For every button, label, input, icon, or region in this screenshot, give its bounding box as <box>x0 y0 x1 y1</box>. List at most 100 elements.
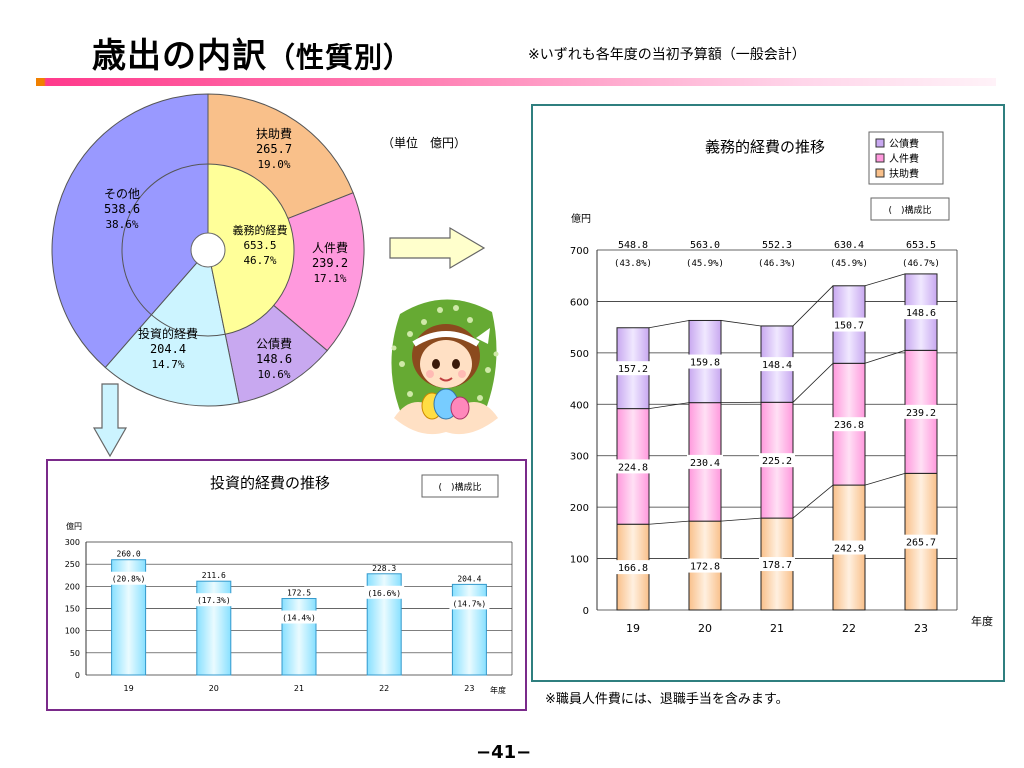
y-tick-600: 600 <box>570 297 589 308</box>
inv-x-tick-23: 23 <box>464 684 474 693</box>
investment-labels: 260.0 (20.8%) 19 211.6 (17.3%) 20 172.5 (14.4%)… <box>108 550 490 693</box>
label-bg-kosai-23 <box>903 305 939 320</box>
right-arrow-icon <box>389 226 486 270</box>
total-label-21: 552.3 <box>762 240 792 251</box>
value-label-jinken-21: 225.2 <box>762 456 792 467</box>
label-bg-fusuke-20 <box>687 558 723 573</box>
pie-label-name-sonota: その他 <box>104 187 140 201</box>
inv-x-tick-21: 21 <box>294 684 304 693</box>
inv-y-tick-100: 100 <box>65 627 80 636</box>
investment-expense-chart: 投資的経費の推移 ( )構成比 億円 年度 0 50 100 150 200 250 300… <box>65 474 513 695</box>
value-label-jinken-19: 224.8 <box>618 462 648 473</box>
pie-label-value-sonota: 538.6 <box>104 202 140 216</box>
inv-y-tick-50: 50 <box>70 649 80 658</box>
page-title: 歳出の内訳（性質別） <box>92 28 412 77</box>
label-bg-fusuke-23 <box>903 534 939 549</box>
total-label-19: 548.8 <box>618 240 648 251</box>
inv-share-bg-19 <box>108 571 149 585</box>
label-bg-fusuke-19 <box>615 560 651 575</box>
value-label-kosai-21: 148.4 <box>762 360 792 371</box>
pie-slice-gimu <box>207 163 295 335</box>
inv-share-label-20: (17.3%) <box>197 596 231 605</box>
connector-jinken-3 <box>864 349 906 364</box>
mandatory-expense-panel: 義務的経費の推移 公債費 人件費 扶助費 ( )構成比 億円 年度 0 100 20… <box>531 104 1005 682</box>
share-label-21: (46.3%) <box>758 259 796 269</box>
y-tick-0: 0 <box>583 606 589 617</box>
pie-label-value-fusuke: 265.7 <box>256 142 292 156</box>
connector-kosai-0 <box>648 320 690 329</box>
inv-share-bg-20 <box>193 593 234 607</box>
share-label-20: (45.9%) <box>686 259 724 269</box>
value-label-jinken-20: 230.4 <box>690 458 720 469</box>
label-bg-fusuke-22 <box>831 540 867 555</box>
connector-kosai-1 <box>720 320 762 327</box>
label-bg-jinken-19 <box>615 459 651 474</box>
inv-y-tick-250: 250 <box>65 560 80 569</box>
investment-ratio-legend-box <box>421 474 499 498</box>
legend-item-fusuke: 扶助費 <box>889 167 919 180</box>
inv-x-tick-20: 20 <box>209 684 219 693</box>
connector-kosai-2 <box>792 285 834 327</box>
label-bg-jinken-22 <box>831 417 867 432</box>
inv-share-bg-23 <box>449 596 490 610</box>
x-tick-23: 23 <box>914 622 928 635</box>
girl-mascot-icon <box>391 299 499 435</box>
connector-kosai-3 <box>864 273 906 287</box>
inv-x-tick-19: 19 <box>124 684 134 693</box>
mandatory-xlabel: 年度 <box>971 614 993 628</box>
inv-y-tick-200: 200 <box>65 582 80 591</box>
label-bg-jinken-20 <box>687 454 723 469</box>
pie-center-hole <box>190 232 226 268</box>
legend-swatch-fusuke <box>875 168 885 178</box>
x-tick-20: 20 <box>698 622 712 635</box>
inv-y-tick-150: 150 <box>65 605 80 614</box>
pie-label-name-gimu: 義務的経費 <box>233 223 288 237</box>
subtitle-note: ※いずれも各年度の当初予算額（一般会計） <box>528 47 806 63</box>
inv-y-tick-300: 300 <box>65 538 80 547</box>
pie-label-name-toushi: 投資的経費 <box>138 326 198 341</box>
value-label-kosai-19: 157.2 <box>618 364 648 375</box>
inv-value-label-23: 204.4 <box>457 574 481 583</box>
pie-label-share-fusuke: 19.0% <box>257 158 290 171</box>
inv-bar-21 <box>281 598 317 676</box>
inv-share-bg-21 <box>279 610 319 624</box>
inv-value-label-22: 228.3 <box>372 564 396 573</box>
pie-label-name-kosai: 公債費 <box>256 336 292 351</box>
investment-ylabel: 億円 <box>66 521 82 531</box>
label-bg-jinken-23 <box>903 404 939 419</box>
inv-share-label-21: (14.4%) <box>282 614 316 623</box>
pie-label-share-sonota: 38.6% <box>105 218 138 231</box>
investment-ratio-legend: ( )構成比 <box>438 481 481 493</box>
share-label-19: (43.8%) <box>614 259 652 269</box>
mandatory-labels: 166.8 224.8 157.2 548.8 (43.8%) 19 172.8 230.4 1… <box>614 240 940 635</box>
y-tick-100: 100 <box>570 555 589 566</box>
connector-fusuke-0 <box>648 520 690 525</box>
page-number: −41− <box>476 742 532 763</box>
connector-fusuke-2 <box>792 484 834 519</box>
page-title-main: 歳出の内訳 <box>92 36 267 76</box>
label-bg-fusuke-21 <box>759 557 795 572</box>
value-label-kosai-23: 148.6 <box>906 308 936 319</box>
label-bg-kosai-21 <box>759 357 795 372</box>
value-label-jinken-22: 236.8 <box>834 420 864 431</box>
inv-share-label-23: (14.7%) <box>453 599 487 608</box>
inv-value-label-21: 172.5 <box>287 589 311 598</box>
share-label-23: (46.7%) <box>902 259 940 269</box>
pie-label-name-jinken: 人件費 <box>312 240 348 255</box>
y-tick-500: 500 <box>570 349 589 360</box>
x-tick-21: 21 <box>770 622 784 635</box>
pie-label-value-kosai: 148.6 <box>256 352 292 366</box>
inv-y-tick-0: 0 <box>75 671 80 680</box>
pie-label-value-gimu: 653.5 <box>243 239 276 252</box>
pie-inner-ring <box>121 163 295 337</box>
share-label-22: (45.9%) <box>830 259 868 269</box>
value-label-fusuke-23: 265.7 <box>906 538 936 549</box>
pie-slice-sonota <box>51 93 209 369</box>
title-gradient-bar <box>36 78 996 86</box>
value-label-fusuke-20: 172.8 <box>690 562 720 573</box>
y-tick-400: 400 <box>570 400 589 411</box>
label-bg-kosai-22 <box>831 317 867 332</box>
label-bg-kosai-19 <box>615 361 651 376</box>
inv-value-label-19: 260.0 <box>117 550 141 559</box>
